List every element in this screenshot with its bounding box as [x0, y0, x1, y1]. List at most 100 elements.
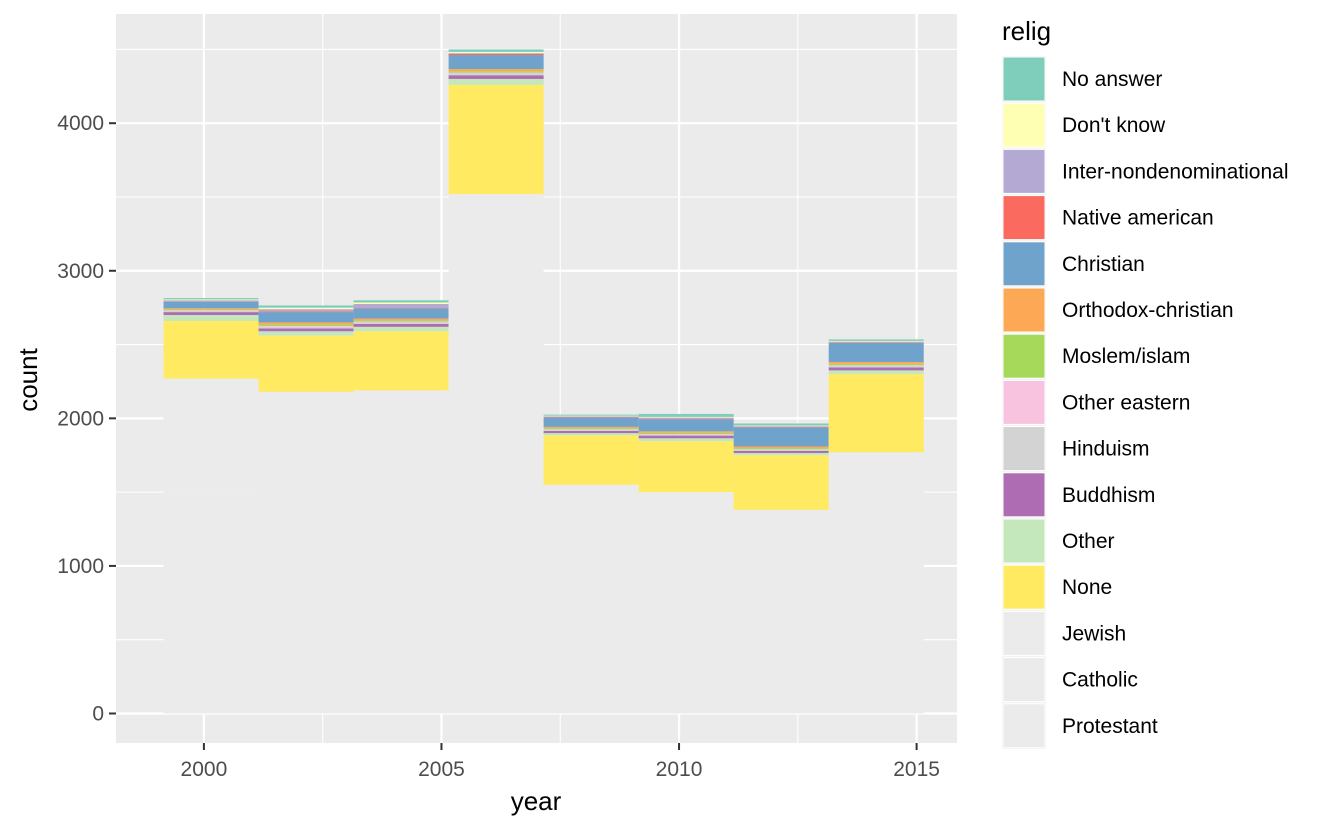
bar-segment-0-none: [163, 320, 259, 379]
bar-segment-4-inter-nondenominational: [543, 416, 639, 417]
bar-segment-1-don-t-know: [258, 307, 354, 310]
y-tick-label: 4000: [57, 112, 104, 135]
bar-segment-5-moslem-islam: [638, 432, 734, 434]
bar-segment-0-orthodox-christian: [163, 308, 259, 310]
bar-segment-1-jewish: [258, 391, 354, 410]
bar-segment-0-don-t-know: [163, 299, 259, 301]
legend-label: Catholic: [1062, 669, 1138, 692]
bar-segment-5-catholic: [638, 500, 734, 566]
bar-segment-4-none: [543, 435, 639, 485]
bar-segment-7-moslem-islam: [828, 363, 924, 366]
bar-segment-2-protestant: [353, 500, 449, 714]
bar-segment-2-other: [353, 326, 449, 332]
bar-segment-5-none: [638, 441, 734, 493]
bar-segment-2-other-eastern: [353, 321, 449, 323]
bar-segment-4-jewish: [543, 484, 639, 494]
bar-segment-2-hinduism: [353, 322, 449, 324]
bar-segment-1-inter-nondenominational: [258, 309, 354, 312]
bar-segment-6-christian: [733, 427, 829, 447]
legend-swatch-moslem-islam: [1002, 333, 1046, 379]
bar-segment-4-don-t-know: [543, 415, 639, 417]
legend-swatch-none: [1002, 564, 1046, 610]
bar-segment-6-hinduism: [733, 449, 829, 451]
bar-segment-0-hinduism: [163, 310, 259, 313]
bar-segment-5-no-answer: [638, 413, 734, 417]
legend-swatch-hinduism: [1002, 426, 1046, 472]
x-axis-title: year: [511, 786, 562, 816]
legend-swatch-catholic: [1002, 657, 1046, 703]
bar-segment-2-jewish: [353, 390, 449, 407]
bar-segment-5-protestant: [638, 565, 734, 714]
legend-label: Buddhism: [1062, 484, 1155, 507]
x-tick-label: 2000: [181, 758, 228, 781]
bar-segment-7-no-answer: [828, 339, 924, 341]
bar-segment-7-don-t-know: [828, 340, 924, 342]
bar-segment-6-inter-nondenominational: [733, 426, 829, 427]
bar-segment-5-hinduism: [638, 434, 734, 436]
bar-segment-3-catholic: [448, 214, 544, 367]
legend-swatch-don-t-know: [1002, 102, 1046, 148]
bar-segment-5-buddhism: [638, 435, 734, 439]
bar-segment-0-buddhism: [163, 312, 259, 316]
bar-segment-7-other: [828, 370, 924, 375]
bars-layer: [163, 49, 924, 714]
bar-segment-3-christian: [448, 55, 544, 70]
bar-segment-4-catholic: [543, 493, 639, 559]
bar-segment-5-other: [638, 438, 734, 442]
x-tick-label: 2010: [656, 758, 703, 781]
bar-segment-3-jewish: [448, 194, 544, 215]
legend-title: relig: [1002, 16, 1051, 46]
bar-segment-6-no-answer: [733, 423, 829, 426]
bar-segment-2-catholic: [353, 406, 449, 501]
bar-segment-1-other: [258, 331, 354, 336]
y-tick-label: 1000: [57, 555, 104, 578]
bar-segment-6-don-t-know: [733, 425, 829, 427]
bar-segment-1-other-eastern: [258, 326, 354, 327]
legend-swatch-christian: [1002, 241, 1046, 287]
bar-segment-4-other: [543, 433, 639, 436]
bar-segment-7-inter-nondenominational: [828, 341, 924, 343]
bar-segment-0-christian: [163, 301, 259, 309]
bar-segment-7-buddhism: [828, 367, 924, 371]
bar-segment-5-jewish: [638, 492, 734, 501]
bar-segment-4-orthodox-christian: [543, 426, 639, 429]
bar-segment-1-protestant: [258, 503, 354, 714]
bar-segment-4-no-answer: [543, 414, 639, 416]
bar-segment-1-orthodox-christian: [258, 322, 354, 325]
bar-segment-4-moslem-islam: [543, 428, 639, 430]
bar-segment-2-moslem-islam: [353, 320, 449, 322]
bar-segment-0-moslem-islam: [163, 309, 259, 311]
bar-segment-7-christian: [828, 342, 924, 362]
bar-segment-2-native-american: [353, 307, 449, 309]
bar-segment-3-no-answer: [448, 49, 544, 52]
bar-segment-3-don-t-know: [448, 51, 544, 54]
bar-segment-3-hinduism: [448, 73, 544, 76]
y-axis-title: count: [13, 347, 43, 411]
bar-segment-7-protestant: [828, 543, 924, 714]
legend-label: Other eastern: [1062, 391, 1190, 414]
bar-segment-5-christian: [638, 419, 734, 432]
legend-swatch-buddhism: [1002, 472, 1046, 518]
y-tick-label: 0: [92, 702, 104, 725]
bar-segment-0-jewish: [163, 378, 259, 398]
bar-segment-0-no-answer: [163, 298, 259, 300]
x-tick-label: 2005: [418, 758, 465, 781]
bar-segment-6-none: [733, 455, 829, 510]
bar-segment-0-other: [163, 315, 259, 321]
bar-segment-2-no-answer: [353, 300, 449, 303]
bar-segment-1-catholic: [258, 409, 354, 504]
bar-segment-0-protestant: [163, 492, 259, 714]
bar-segment-7-orthodox-christian: [828, 361, 924, 364]
legend-swatch-native-american: [1002, 195, 1046, 241]
bar-segment-6-protestant: [733, 577, 829, 714]
bar-segment-7-jewish: [828, 452, 924, 462]
legend-swatch-no-answer: [1002, 56, 1046, 102]
bar-segment-6-orthodox-christian: [733, 446, 829, 449]
bar-segment-3-inter-nondenominational: [448, 53, 544, 54]
legend-items: No answer Don't know Inter-nondenomination…: [1002, 56, 1289, 749]
bar-segment-2-don-t-know: [353, 302, 449, 304]
bar-segment-1-hinduism: [258, 326, 354, 329]
bar-segment-7-hinduism: [828, 365, 924, 368]
bar-segment-1-native-american: [258, 311, 354, 313]
